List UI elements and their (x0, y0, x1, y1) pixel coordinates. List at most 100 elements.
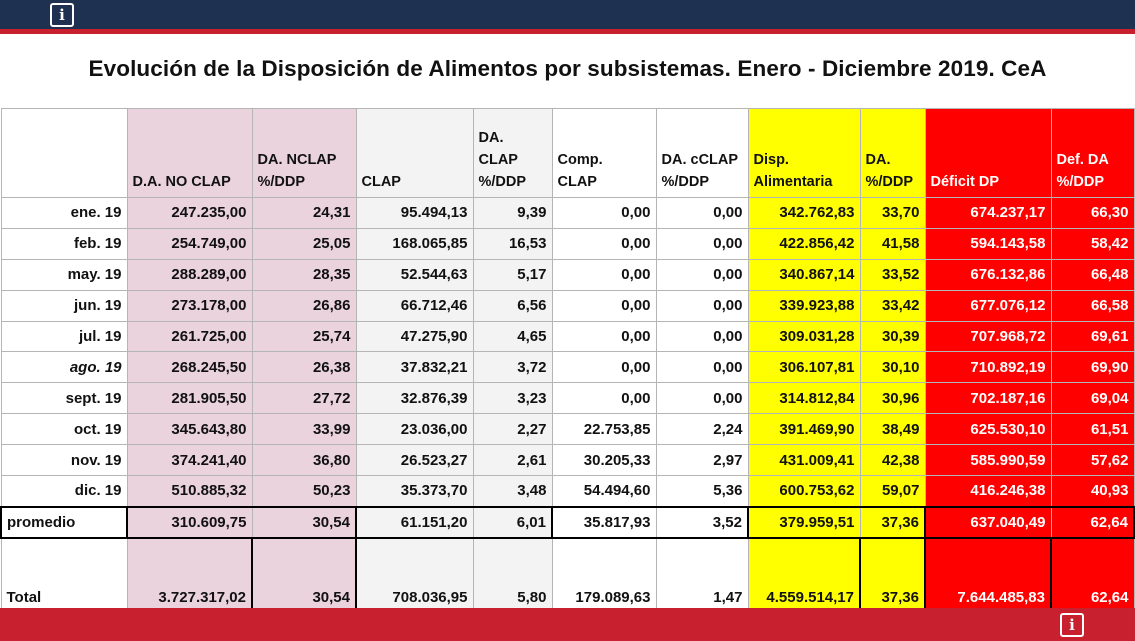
table-cell: 69,90 (1050, 351, 1135, 384)
total-label: Total (0, 537, 128, 614)
column-header-line: CLAP (557, 174, 597, 190)
table-cell: 69,61 (1050, 320, 1135, 353)
table-cell: 676.132,86 (924, 258, 1052, 291)
food-disposition-table: D.A. NO CLAP DA. NCLAP %/DDP CLAP DA. CLAP %/D… (0, 108, 1135, 614)
table-cell: 38,49 (859, 413, 926, 446)
table-cell: 416.246,38 (924, 475, 1052, 508)
table-cell: 33,70 (859, 197, 926, 229)
table-cell: 95.494,13 (355, 197, 474, 229)
table-cell: 314.812,84 (747, 382, 861, 415)
row-label: ene. 19 (0, 197, 128, 229)
table-cell: 585.990,59 (924, 444, 1052, 477)
table-cell: 391.469,90 (747, 413, 861, 446)
table-cell: 0,00 (655, 197, 749, 229)
table-row: jul. 19 261.725,00 25,74 47.275,90 4,65 0,00 0… (0, 320, 1135, 353)
table-row: jun. 19 273.178,00 26,86 66.712,46 6,56 0,00 0… (0, 289, 1135, 322)
table-row: ene. 19 247.235,00 24,31 95.494,13 9,39 0,00 0… (0, 197, 1135, 229)
row-label: oct. 19 (0, 413, 128, 446)
table-cell: 594.143,58 (924, 227, 1052, 260)
bottom-banner (0, 608, 1135, 641)
table-cell: 6,56 (472, 289, 553, 322)
promedio-cell: 3,52 (655, 505, 749, 539)
column-header: DA. CLAP %/DDP (472, 108, 553, 198)
table-cell: 306.107,81 (747, 351, 861, 384)
promedio-cell: 35.817,93 (551, 505, 657, 539)
promedio-cell: 310.609,75 (126, 505, 253, 539)
table-row: nov. 19 374.241,40 36,80 26.523,27 2,61 30.20… (0, 444, 1135, 477)
table-cell: 710.892,19 (924, 351, 1052, 384)
table-cell: 0,00 (551, 227, 657, 260)
table-cell: 30,10 (859, 351, 926, 384)
total-cell: 37,36 (859, 537, 926, 614)
table-row: sept. 19 281.905,50 27,72 32.876,39 3,23 0,00… (0, 382, 1135, 415)
row-label: ago. 19 (0, 351, 128, 384)
table-cell: 0,00 (551, 197, 657, 229)
table-cell: 273.178,00 (126, 289, 253, 322)
table-cell: 4,65 (472, 320, 553, 353)
table-cell: 510.885,32 (126, 475, 253, 508)
promedio-label: promedio (0, 505, 128, 539)
table-cell: 339.923,88 (747, 289, 861, 322)
promedio-cell: 379.959,51 (747, 505, 861, 539)
column-header-line: %/DDP (865, 174, 914, 190)
table-cell: 66,30 (1050, 197, 1135, 229)
column-header-line: %/DDP (1056, 174, 1105, 190)
page-title: Evolución de la Disposición de Alimentos… (88, 56, 1047, 81)
table-cell: 57,62 (1050, 444, 1135, 477)
total-cell: 5,80 (472, 537, 553, 614)
promedio-cell: 62,64 (1050, 505, 1135, 539)
table-cell: 254.749,00 (126, 227, 253, 260)
table-cell: 42,38 (859, 444, 926, 477)
column-header-line: %/DDP (257, 174, 306, 190)
table-row: dic. 19 510.885,32 50,23 35.373,70 3,48 54.49… (0, 475, 1135, 508)
total-cell: 3.727.317,02 (126, 537, 253, 614)
column-header: Comp. CLAP (551, 108, 657, 198)
table-cell: 26.523,27 (355, 444, 474, 477)
table-cell: 0,00 (655, 382, 749, 415)
table-cell: 0,00 (551, 320, 657, 353)
total-cell: 30,54 (251, 537, 357, 614)
table-cell: 30.205,33 (551, 444, 657, 477)
total-cell: 7.644.485,83 (924, 537, 1052, 614)
column-header (0, 108, 128, 198)
table-cell: 0,00 (655, 258, 749, 291)
table-cell: 33,99 (251, 413, 357, 446)
table-cell: 0,00 (655, 320, 749, 353)
total-row: Total 3.727.317,02 30,54 708.036,95 5,80 179.… (0, 537, 1135, 614)
table-cell: 24,31 (251, 197, 357, 229)
table-cell: 0,00 (551, 289, 657, 322)
table-cell: 50,23 (251, 475, 357, 508)
column-header: Déficit DP (924, 108, 1052, 198)
column-header: D.A. NO CLAP (126, 108, 253, 198)
table-cell: 0,00 (551, 351, 657, 384)
table-cell: 288.289,00 (126, 258, 253, 291)
table-cell: 342.762,83 (747, 197, 861, 229)
table-cell: 33,52 (859, 258, 926, 291)
table-row: may. 19 288.289,00 28,35 52.544,63 5,17 0,00 0… (0, 258, 1135, 291)
row-label: may. 19 (0, 258, 128, 291)
table-cell: 30,39 (859, 320, 926, 353)
row-label: jun. 19 (0, 289, 128, 322)
table-cell: 69,04 (1050, 382, 1135, 415)
promedio-cell: 37,36 (859, 505, 926, 539)
table-cell: 707.968,72 (924, 320, 1052, 353)
total-cell: 179.089,63 (551, 537, 657, 614)
table-header-row: D.A. NO CLAP DA. NCLAP %/DDP CLAP DA. CLAP %/D… (0, 108, 1135, 198)
table-cell: 26,86 (251, 289, 357, 322)
column-header: Def. DA %/DDP (1050, 108, 1135, 198)
table-cell: 30,96 (859, 382, 926, 415)
table-cell: 59,07 (859, 475, 926, 508)
table-cell: 58,42 (1050, 227, 1135, 260)
table-cell: 625.530,10 (924, 413, 1052, 446)
promedio-cell: 6,01 (472, 505, 553, 539)
column-header-line: DA. (865, 152, 891, 168)
table-cell: 40,93 (1050, 475, 1135, 508)
table-cell: 37.832,21 (355, 351, 474, 384)
table-cell: 41,58 (859, 227, 926, 260)
table-cell: 47.275,90 (355, 320, 474, 353)
info-logo-icon: i (1060, 613, 1084, 637)
table-cell: 168.065,85 (355, 227, 474, 260)
column-header: Disp. Alimentaria (747, 108, 861, 198)
column-header: DA. cCLAP %/DDP (655, 108, 749, 198)
top-accent-stripe (0, 29, 1135, 34)
